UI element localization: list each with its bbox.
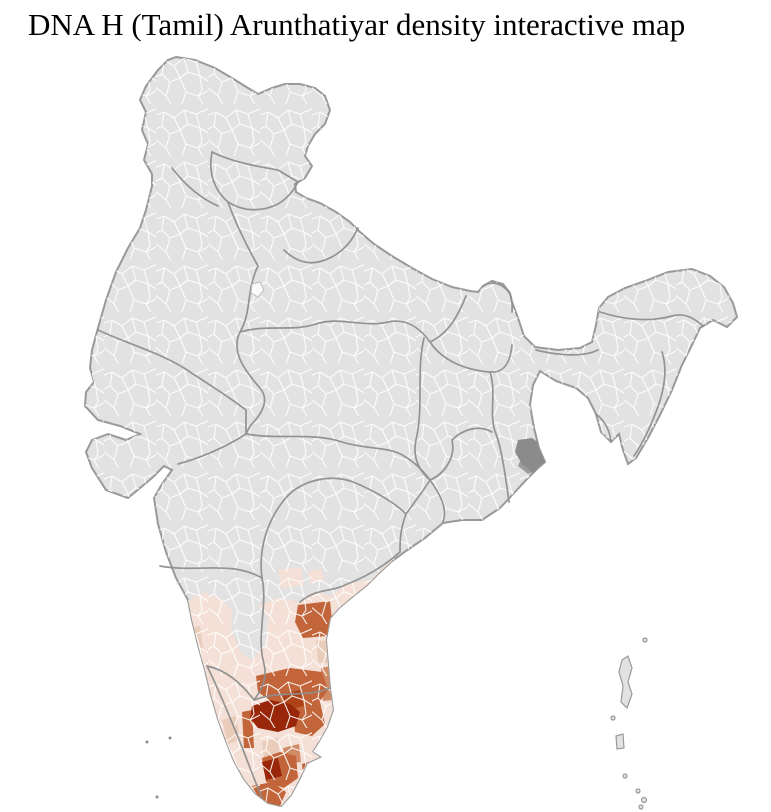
state-borders	[97, 151, 704, 798]
lakshadweep-islands[interactable]	[145, 736, 172, 799]
delhi-district[interactable]	[250, 281, 265, 298]
andaman-nicobar-islands[interactable]	[610, 637, 648, 810]
map-title: DNA H (Tamil) Arunthatiyar density inter…	[28, 7, 686, 42]
